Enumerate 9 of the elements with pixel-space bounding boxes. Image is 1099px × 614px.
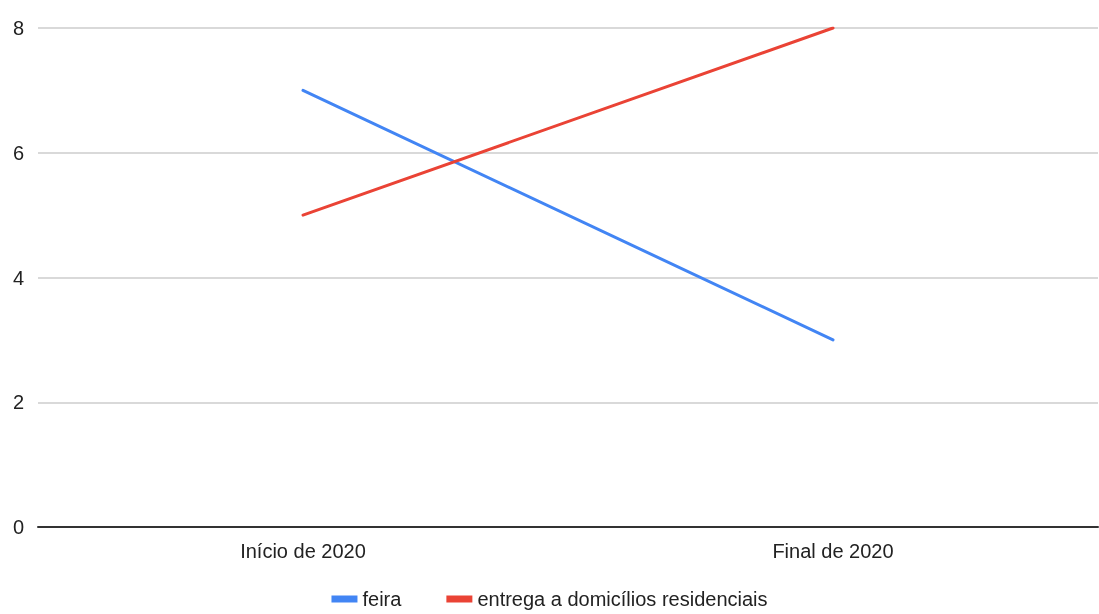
y-tick-label: 4 (12, 266, 24, 289)
y-tick-label: 2 (12, 391, 24, 414)
y-tick-label: 8 (12, 17, 24, 39)
legend-label: feira (362, 588, 403, 610)
y-tick-label: 6 (12, 141, 24, 164)
x-tick-label: Final de 2020 (772, 540, 894, 562)
x-tick-label: Início de 2020 (240, 540, 366, 562)
legend-label: entrega a domicílios residenciais (477, 588, 768, 610)
y-tick-label: 0 (12, 516, 24, 538)
